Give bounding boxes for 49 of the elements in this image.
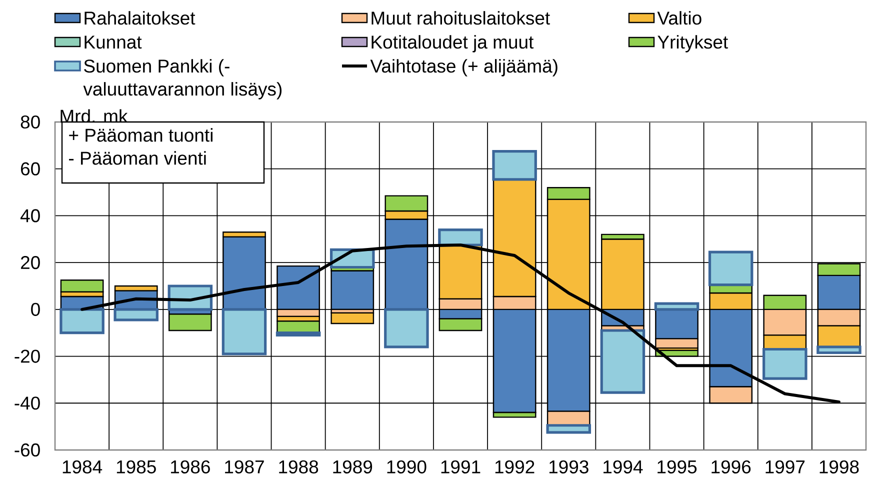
y-tick-label: -60 xyxy=(14,443,40,457)
bar xyxy=(492,150,537,181)
annotation: - Pääoman vienti xyxy=(69,151,206,165)
x-tick-label: 1990 xyxy=(387,460,426,474)
x-tick-label: 1991 xyxy=(441,460,480,474)
bar xyxy=(222,308,267,356)
bar xyxy=(816,346,862,354)
x-tick-label: 1984 xyxy=(62,460,102,474)
bar xyxy=(438,228,483,246)
y-tick-label: 20 xyxy=(20,256,40,270)
x-tick-label: 1985 xyxy=(116,460,156,474)
bar xyxy=(168,314,212,332)
legend-label: Valtio xyxy=(657,11,702,25)
x-tick-label: 1989 xyxy=(333,460,372,474)
y-tick-label: 60 xyxy=(21,162,40,176)
x-tick-label: 1995 xyxy=(658,460,697,474)
x-tick-label: 1986 xyxy=(171,460,210,474)
legend-label: Kotitaloudet ja muut xyxy=(372,35,534,52)
bar xyxy=(330,312,374,324)
bar xyxy=(330,270,374,310)
x-tick-label: 1997 xyxy=(766,460,805,474)
bar xyxy=(546,424,592,434)
x-tick-label: 1996 xyxy=(712,460,751,474)
x-tick-label: 1994 xyxy=(604,460,643,474)
legend-label: Suomen Pankki (- valuuttavarannon lisäys) xyxy=(83,59,282,100)
bar xyxy=(60,308,104,334)
legend-label: Vaihtotase (+ alijäämä) xyxy=(370,59,558,76)
y-tick-label: 80 xyxy=(20,115,40,129)
bar xyxy=(114,308,158,322)
bar xyxy=(654,302,700,311)
x-tick-label: 1988 xyxy=(279,460,318,474)
x-tick-label: 1993 xyxy=(549,460,588,474)
y-tick-label: -40 xyxy=(14,396,40,410)
annotation: + Pääoman tuonti xyxy=(69,128,212,142)
y-tick-label: -20 xyxy=(14,350,40,363)
legend-label: Rahalaitokset xyxy=(84,11,196,25)
bar xyxy=(384,308,429,348)
legend-label: Kunnat xyxy=(84,36,142,49)
legend-label: Muut rahoituslaitokset xyxy=(372,11,550,25)
bar xyxy=(708,250,754,286)
y-tick-label: 40 xyxy=(20,209,40,222)
x-tick-label: 1992 xyxy=(495,460,534,474)
x-tick-label: 1998 xyxy=(820,460,859,474)
bar xyxy=(276,332,321,336)
x-tick-label: 1987 xyxy=(225,460,264,474)
y-tick-label: 0 xyxy=(31,302,40,316)
bar xyxy=(600,329,646,394)
bar xyxy=(762,348,808,380)
legend-label: Yritykset xyxy=(658,35,728,52)
